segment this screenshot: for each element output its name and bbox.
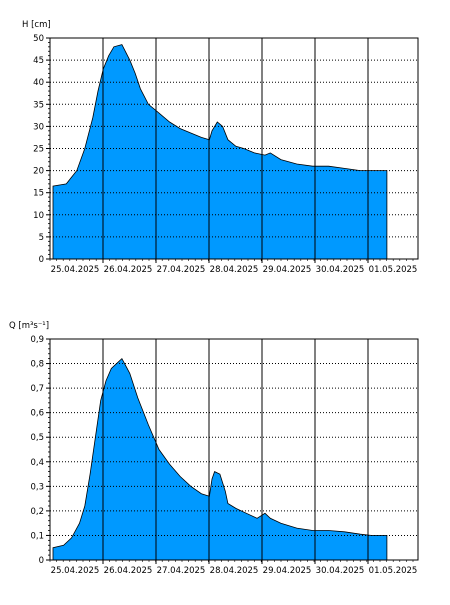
y-axis-label: H [cm]	[22, 20, 51, 30]
y-tick-label: 0,2	[30, 507, 44, 517]
y-tick-label: 0,4	[30, 458, 44, 468]
x-date-label: 28.04.2025	[210, 265, 259, 275]
x-date-label: 25.04.2025	[51, 265, 100, 275]
x-date-label: 29.04.2025	[263, 566, 312, 576]
x-date-label: 25.04.2025	[51, 566, 100, 576]
y-tick-label: 30	[33, 122, 44, 132]
y-tick-label: 0,5	[30, 433, 44, 443]
y-tick-label: 20	[33, 167, 44, 177]
y-tick-label: 0	[39, 255, 44, 265]
x-date-label: 26.04.2025	[104, 566, 153, 576]
area-series	[52, 44, 388, 260]
x-date-label: 26.04.2025	[104, 265, 153, 275]
x-date-label: 29.04.2025	[263, 265, 312, 275]
x-date-label: 27.04.2025	[157, 265, 206, 275]
y-tick-label: 15	[33, 189, 44, 199]
y-tick-label: 45	[33, 56, 44, 66]
y-axis-label: Q [m³s⁻¹]	[9, 321, 49, 331]
x-date-label: 27.04.2025	[157, 566, 206, 576]
x-date-label: 30.04.2025	[316, 566, 365, 576]
plot-frame	[49, 338, 419, 561]
x-date-label: 28.04.2025	[210, 566, 259, 576]
discharge-chart: 0 0,1 0,2 0,3 0,4 0,5 0,6 0,7 0,8 0,9 25.04.2025 26…	[9, 321, 419, 576]
y-tick-label: 0,3	[30, 482, 44, 492]
x-date-label: 30.04.2025	[316, 265, 365, 275]
y-tick-label: 0	[39, 556, 44, 566]
y-tick-label: 0,6	[30, 409, 44, 419]
y-tick-label: 0,9	[30, 335, 44, 345]
y-tick-label: 5	[39, 233, 44, 243]
y-tick-label: 50	[33, 34, 44, 44]
x-date-label: 01.05.2025	[369, 566, 418, 576]
y-tick-label: 35	[33, 100, 44, 110]
y-tick-label: 0,7	[30, 384, 44, 394]
water-level-chart: 0 5 10 15 20 25 30 35 40 45 50 25.04.2025 26.04.2025…	[22, 20, 419, 275]
y-tick-label: 10	[33, 211, 44, 221]
y-tick-label: 40	[33, 78, 44, 88]
x-date-label: 01.05.2025	[369, 265, 418, 275]
y-tick-label: 25	[33, 145, 44, 155]
y-tick-label: 0,8	[30, 360, 44, 370]
y-tick-label: 0,1	[30, 531, 44, 541]
